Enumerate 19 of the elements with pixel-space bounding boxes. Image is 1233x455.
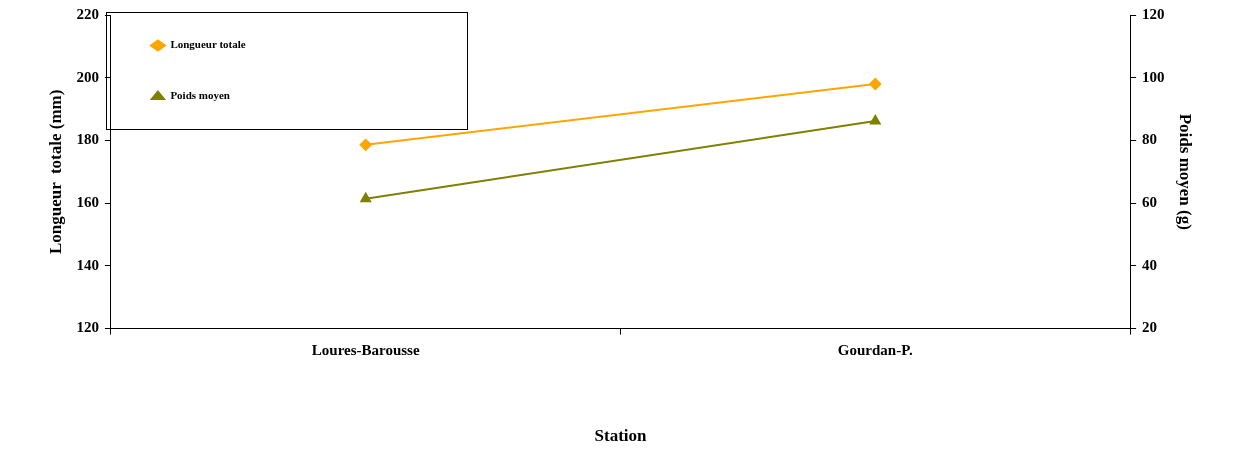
y-tick-label: 140 <box>76 256 99 273</box>
y-axis-title: Longueur totale (mm) <box>45 89 65 255</box>
y2-tick-label: 40 <box>1142 256 1158 273</box>
y-tick-label: 120 <box>76 319 99 336</box>
y2-tick-label: 100 <box>1142 68 1165 85</box>
legend-label: Longueur totale <box>170 38 246 51</box>
y2-axis-title: Poids moyen (g) <box>1176 113 1196 230</box>
y2-tick-label: 60 <box>1142 194 1158 211</box>
y2-tick-label: 20 <box>1142 319 1158 336</box>
y2-tick-label: 80 <box>1142 131 1158 148</box>
y-tick-label: 220 <box>76 5 99 22</box>
legend-label: Poids moyen <box>170 89 230 102</box>
y2-tick-label: 120 <box>1142 5 1165 22</box>
x-axis-title: Station <box>594 426 648 446</box>
x-tick-label: Loures-Barousse <box>311 342 420 359</box>
y-tick-label: 180 <box>76 131 99 148</box>
x-tick-label: Gourdan-P. <box>837 342 913 359</box>
y-tick-label: 200 <box>76 68 99 85</box>
y-tick-label: 160 <box>76 194 99 211</box>
